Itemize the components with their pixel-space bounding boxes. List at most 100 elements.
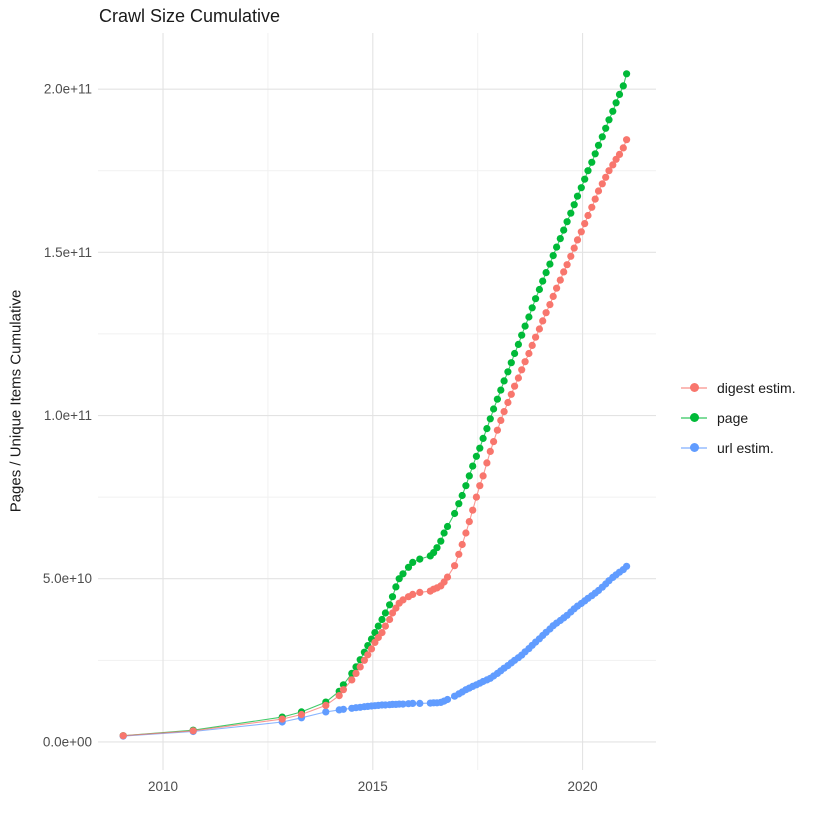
legend-point-swatch: [689, 383, 699, 392]
y-tick-label: 1.5e+11: [44, 245, 92, 260]
data-point-page: [535, 285, 544, 294]
data-point-page: [615, 90, 624, 98]
legend-label: page: [717, 409, 749, 426]
data-point-digest estim.: [528, 341, 536, 349]
data-point-digest estim.: [356, 663, 364, 671]
data-point-digest estim.: [497, 416, 505, 424]
data-point-page: [528, 304, 536, 312]
series-line-digest estim.: [123, 139, 628, 737]
data-point-digest estim.: [521, 358, 529, 366]
data-point-page: [490, 405, 498, 413]
data-point-page: [609, 107, 617, 115]
data-point-digest estim.: [563, 261, 571, 269]
data-point-digest estim.: [573, 236, 582, 244]
data-point-page: [570, 201, 578, 209]
data-point-digest estim.: [479, 472, 487, 480]
data-point-page: [433, 544, 441, 552]
data-point-digest estim.: [483, 459, 491, 467]
x-tick-label: 2015: [358, 779, 388, 794]
data-point-page: [514, 340, 523, 348]
data-point-digest estim.: [490, 438, 498, 446]
data-point-digest estim.: [525, 349, 533, 358]
data-point-digest estim.: [500, 408, 508, 416]
data-point-page: [532, 295, 540, 303]
data-point-page: [546, 260, 554, 268]
data-point-digest estim.: [399, 596, 407, 604]
data-point-digest estim.: [278, 715, 286, 723]
data-point-digest estim.: [458, 540, 466, 549]
data-point-digest estim.: [322, 701, 330, 710]
data-point-digest estim.: [507, 390, 515, 398]
data-point-page: [507, 359, 515, 367]
data-point-page: [510, 349, 519, 358]
data-point-page: [395, 575, 403, 583]
data-point-page: [479, 434, 487, 442]
data-point-digest estim.: [514, 374, 523, 382]
data-point-digest estim.: [335, 692, 343, 700]
legend-point-swatch: [689, 443, 699, 452]
data-point-page: [493, 395, 501, 403]
data-point-url estim.: [623, 562, 631, 570]
y-tick-label: 2.0e+11: [44, 82, 92, 97]
data-point-page: [465, 472, 473, 480]
data-point-page: [462, 482, 470, 490]
data-point-page: [472, 452, 480, 460]
legend-item-page: page: [681, 408, 796, 427]
data-point-page: [542, 269, 550, 277]
y-tick-label: 5.0e+10: [43, 571, 92, 586]
data-point-digest estim.: [602, 173, 610, 181]
data-point-digest estim.: [297, 710, 306, 719]
data-point-digest estim.: [486, 447, 494, 455]
data-point-page: [560, 226, 568, 234]
data-point-page: [392, 583, 400, 591]
data-point-page: [416, 555, 424, 563]
data-point-digest estim.: [378, 629, 386, 637]
y-tick-label: 0.0e+00: [43, 734, 92, 749]
data-point-page: [483, 425, 491, 433]
data-point-digest estim.: [588, 203, 596, 211]
legend-key: [681, 438, 707, 457]
data-point-digest estim.: [504, 398, 512, 407]
data-point-page: [486, 415, 494, 423]
data-point-digest estim.: [409, 590, 417, 599]
legend-label: url estim.: [717, 439, 774, 456]
data-point-digest estim.: [591, 195, 599, 203]
data-point-page: [500, 377, 508, 385]
data-point-digest estim.: [539, 317, 547, 325]
data-point-digest estim.: [451, 562, 459, 570]
data-point-page: [381, 609, 389, 617]
legend-key: [681, 378, 707, 397]
data-point-digest estim.: [615, 150, 624, 158]
data-point-digest estim.: [352, 669, 360, 678]
data-point-page: [374, 622, 382, 630]
y-tick-label: 1.0e+11: [44, 408, 92, 423]
data-point-digest estim.: [542, 309, 550, 317]
data-point-digest estim.: [546, 301, 554, 309]
data-point-digest estim.: [472, 493, 480, 501]
legend-item-url-estim: url estim.: [681, 438, 796, 457]
data-point-digest estim.: [189, 727, 197, 735]
data-point-digest estim.: [623, 136, 631, 144]
data-point-digest estim.: [594, 187, 603, 195]
data-point-digest estim.: [119, 732, 127, 740]
data-point-digest estim.: [570, 244, 578, 252]
legend-key: [681, 408, 707, 427]
data-point-page: [437, 537, 445, 545]
data-point-page: [588, 158, 596, 166]
data-point-page: [584, 167, 592, 175]
data-point-url estim.: [416, 699, 424, 708]
data-point-page: [518, 331, 526, 339]
data-point-page: [619, 82, 627, 90]
data-point-digest estim.: [598, 180, 606, 188]
data-point-digest estim.: [360, 656, 368, 664]
data-point-page: [598, 133, 606, 141]
data-point-digest estim.: [549, 292, 557, 300]
data-point-page: [553, 243, 561, 251]
data-point-digest estim.: [560, 268, 568, 276]
data-point-page: [388, 593, 397, 601]
data-point-page: [469, 462, 477, 470]
data-point-url estim.: [322, 708, 330, 716]
data-point-digest estim.: [577, 228, 585, 236]
data-point-digest estim.: [367, 645, 376, 653]
